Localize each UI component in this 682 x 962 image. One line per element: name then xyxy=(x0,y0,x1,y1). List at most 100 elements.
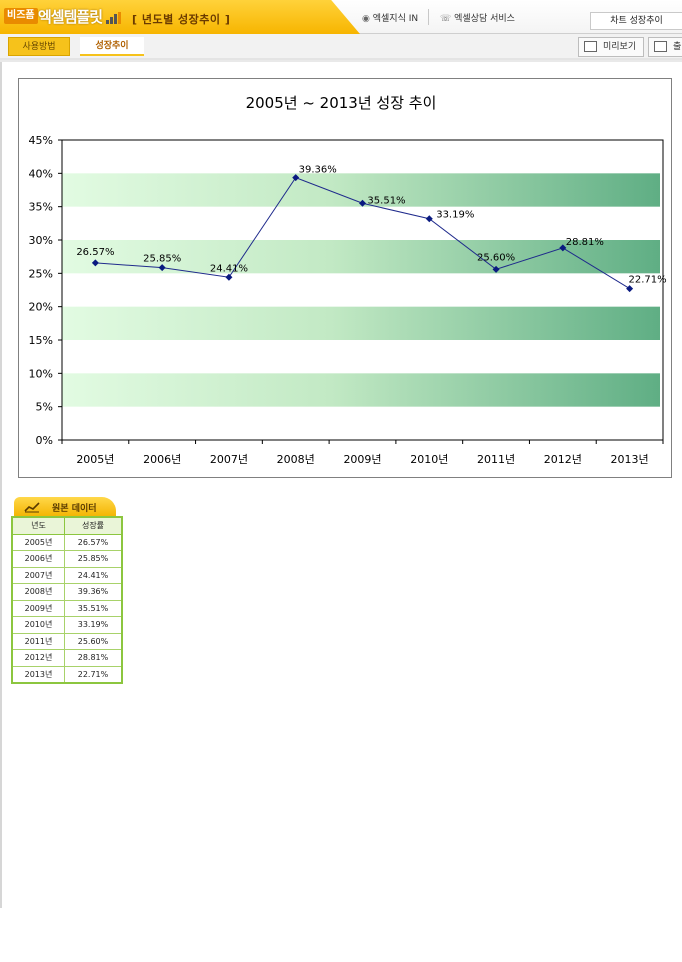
table-row: 2012년 28.81% xyxy=(11,649,123,667)
source-data-table: 년도 성장률 2005년 26.57% 2006년 25.85% 2007년 24.41%… xyxy=(11,516,123,684)
data-label: 28.81% xyxy=(566,237,604,248)
data-label: 39.36% xyxy=(299,165,337,176)
cell-growth-rate[interactable]: 35.51% xyxy=(64,599,123,617)
sheet-left-border xyxy=(0,62,2,908)
table-row: 2008년 39.36% xyxy=(11,583,123,601)
chart-band xyxy=(62,173,660,207)
table-row: 2009년 35.51% xyxy=(11,599,123,617)
y-tick-label: 45% xyxy=(29,134,53,147)
nav-consult-service[interactable]: ☏ 엑셀상담 서비스 xyxy=(440,11,515,24)
logo-area: 비즈폼 엑셀템플릿 [ 년도별 성장추이 ] xyxy=(0,0,360,34)
chart-name-box[interactable]: 차트 성장추이 xyxy=(590,12,682,30)
data-point-marker xyxy=(292,174,300,182)
table-row: 2010년 33.19% xyxy=(11,616,123,634)
table-row: 2007년 24.41% xyxy=(11,566,123,584)
sub-tab-bar: 사용방법 성장추이 미리보기 출 xyxy=(0,34,682,60)
cell-year[interactable]: 2007년 xyxy=(11,566,65,584)
cell-year[interactable]: 2012년 xyxy=(11,649,65,667)
x-tick-label: 2008년 xyxy=(277,453,315,466)
data-label: 35.51% xyxy=(367,195,405,206)
cell-year[interactable]: 2006년 xyxy=(11,550,65,568)
data-label: 22.71% xyxy=(629,275,667,286)
y-tick-label: 5% xyxy=(36,401,53,414)
table-tab-label: 원본 데이터 xyxy=(52,504,97,514)
table-row: 2005년 26.57% xyxy=(11,533,123,551)
data-label: 33.19% xyxy=(436,210,474,221)
x-tick-label: 2012년 xyxy=(544,453,582,466)
cell-growth-rate[interactable]: 25.60% xyxy=(64,632,123,650)
y-tick-label: 15% xyxy=(29,334,53,347)
chart-frame[interactable] xyxy=(18,78,672,478)
cell-year[interactable]: 2010년 xyxy=(11,616,65,634)
nav-excel-knowledge[interactable]: ◉ 엑셀지식 IN xyxy=(362,11,418,24)
x-tick-label: 2010년 xyxy=(410,453,448,466)
x-tick-label: 2007년 xyxy=(210,453,248,466)
cell-year[interactable]: 2011년 xyxy=(11,632,65,650)
x-tick-label: 2006년 xyxy=(143,453,181,466)
y-tick-label: 25% xyxy=(29,267,53,280)
tab-growth[interactable]: 성장추이 xyxy=(80,37,144,56)
nav-excel-knowledge-label: 엑셀지식 IN xyxy=(372,14,419,24)
y-tick-label: 10% xyxy=(29,367,53,380)
brand-name[interactable]: 엑셀템플릿 xyxy=(38,8,103,26)
header-growth-rate: 성장률 xyxy=(64,516,123,535)
data-point-marker xyxy=(626,285,634,293)
data-point-marker xyxy=(559,244,567,252)
y-tick-label: 0% xyxy=(36,434,53,447)
print-label: 출 xyxy=(673,42,682,52)
cell-growth-rate[interactable]: 22.71% xyxy=(64,665,123,683)
signal-icon xyxy=(106,12,122,24)
trend-chart-icon xyxy=(24,502,40,513)
chart-band xyxy=(62,306,660,340)
data-label: 25.60% xyxy=(477,252,515,263)
chart-title: 2005년 ~ 2013년 성장 추이 xyxy=(245,94,437,112)
tab-help[interactable]: 사용방법 xyxy=(8,37,70,56)
chart-band xyxy=(62,373,660,407)
table-row: 2006년 25.85% xyxy=(11,550,123,568)
x-tick-label: 2013년 xyxy=(611,453,649,466)
top-banner: 비즈폼 엑셀템플릿 [ 년도별 성장추이 ] ◉ 엑셀지식 IN ☏ 엑셀상담 … xyxy=(0,0,682,34)
table-tab: 원본 데이터 xyxy=(14,497,116,517)
cell-growth-rate[interactable]: 26.57% xyxy=(64,533,123,551)
y-tick-label: 35% xyxy=(29,201,53,214)
location-pin-icon: ◉ xyxy=(362,14,370,24)
print-button[interactable]: 출 xyxy=(648,37,682,57)
print-icon xyxy=(654,41,667,52)
phone-icon: ☏ xyxy=(440,14,452,24)
data-label: 24.41% xyxy=(210,263,248,274)
cell-growth-rate[interactable]: 24.41% xyxy=(64,566,123,584)
preview-label: 미리보기 xyxy=(603,42,637,52)
table-row: 2011년 25.60% xyxy=(11,632,123,650)
cell-year[interactable]: 2005년 xyxy=(11,533,65,551)
x-tick-label: 2009년 xyxy=(343,453,381,466)
cell-year[interactable]: 2009년 xyxy=(11,599,65,617)
cell-year[interactable]: 2013년 xyxy=(11,665,65,683)
x-tick-label: 2005년 xyxy=(76,453,114,466)
data-label: 26.57% xyxy=(76,247,114,258)
table-header-row: 년도 성장률 xyxy=(11,516,123,535)
plot-area xyxy=(61,139,664,441)
data-point-marker xyxy=(225,273,233,281)
cell-growth-rate[interactable]: 25.85% xyxy=(64,550,123,568)
x-tick-label: 2011년 xyxy=(477,453,515,466)
cell-growth-rate[interactable]: 39.36% xyxy=(64,583,123,601)
data-point-marker xyxy=(492,265,500,273)
brand-badge[interactable]: 비즈폼 xyxy=(4,8,38,24)
data-label: 25.85% xyxy=(143,254,181,265)
data-point-marker xyxy=(91,259,99,267)
data-point-marker xyxy=(359,199,366,207)
nav-consult-service-label: 엑셀상담 서비스 xyxy=(454,14,515,24)
cell-year[interactable]: 2008년 xyxy=(11,583,65,601)
y-tick-label: 40% xyxy=(29,167,53,180)
y-tick-label: 30% xyxy=(29,234,53,247)
preview-button[interactable]: 미리보기 xyxy=(578,37,644,57)
monitor-icon xyxy=(584,41,597,52)
page-title: [ 년도별 성장추이 ] xyxy=(132,13,231,26)
cell-growth-rate[interactable]: 33.19% xyxy=(64,616,123,634)
cell-growth-rate[interactable]: 28.81% xyxy=(64,649,123,667)
sheet-top-border xyxy=(0,60,682,62)
table-row: 2013년 22.71% xyxy=(11,665,123,683)
data-point-marker xyxy=(158,264,166,272)
